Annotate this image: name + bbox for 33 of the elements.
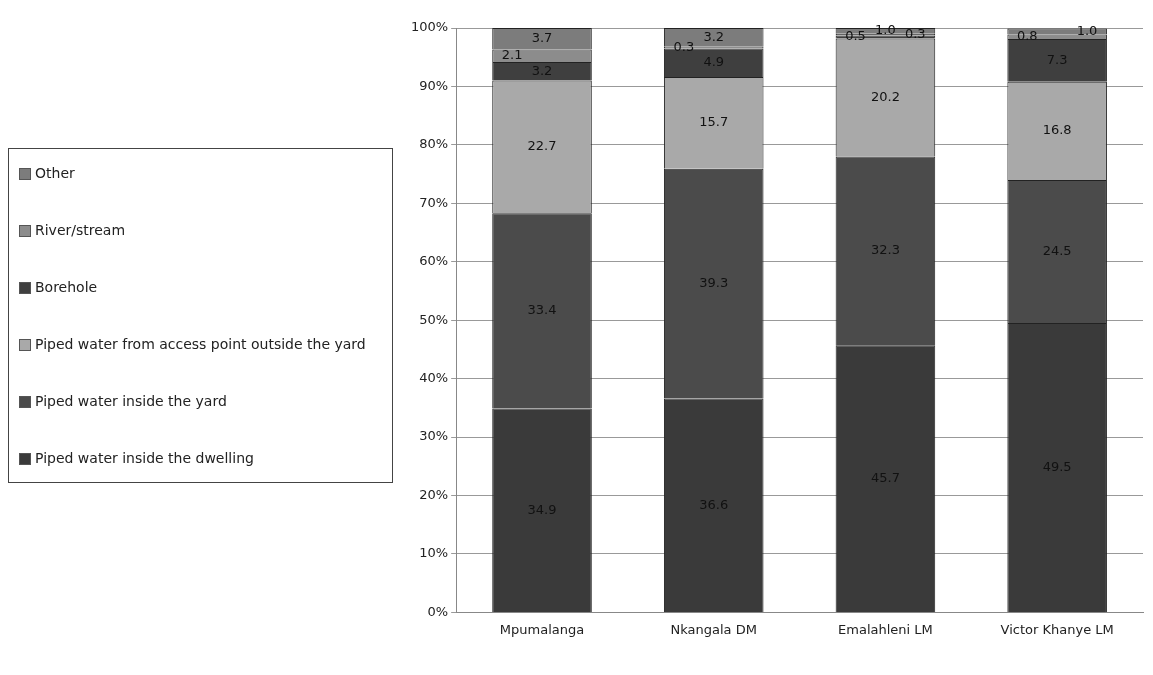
x-tick-label: Mpumalanga bbox=[499, 621, 585, 637]
data-label: 0.3 bbox=[673, 38, 695, 54]
y-tick-label: 90% bbox=[419, 77, 449, 93]
legend-label: River/stream bbox=[35, 221, 126, 240]
data-label: 2.1 bbox=[501, 47, 523, 63]
x-tick-label: Victor Khanye LM bbox=[1000, 621, 1114, 637]
legend-label: Borehole bbox=[35, 278, 98, 297]
legend-label: Piped water from access point outside the yard bbox=[35, 335, 366, 354]
y-tick-label: 10% bbox=[419, 545, 449, 561]
data-label: 32.3 bbox=[870, 242, 900, 258]
data-label: 3.2 bbox=[703, 28, 725, 44]
x-tick-label: Nkangala DM bbox=[670, 621, 757, 637]
data-label: 39.3 bbox=[699, 275, 729, 291]
y-tick-label: 70% bbox=[419, 194, 449, 210]
y-tick-label: 60% bbox=[419, 253, 449, 269]
data-label: 16.8 bbox=[1042, 122, 1072, 138]
x-tick-label: Emalahleni LM bbox=[838, 621, 933, 637]
y-tick-label: 80% bbox=[419, 136, 449, 152]
y-tick-label: 40% bbox=[419, 370, 449, 386]
data-label: 33.4 bbox=[527, 302, 557, 318]
y-tick-label: 0% bbox=[427, 603, 449, 619]
legend-label: Piped water inside the yard bbox=[35, 392, 227, 411]
legend-label: Piped water inside the dwelling bbox=[35, 449, 254, 468]
y-tick-label: 20% bbox=[419, 486, 449, 502]
data-label: 20.2 bbox=[870, 88, 900, 104]
y-tick-label: 100% bbox=[410, 19, 449, 35]
data-label: 22.7 bbox=[527, 138, 557, 154]
data-label: 3.7 bbox=[531, 30, 553, 46]
y-tick-label: 50% bbox=[419, 311, 449, 327]
data-label: 15.7 bbox=[699, 114, 729, 130]
y-tick-label: 30% bbox=[419, 428, 449, 444]
data-label: 24.5 bbox=[1042, 242, 1072, 258]
legend-label: Other bbox=[35, 164, 75, 183]
